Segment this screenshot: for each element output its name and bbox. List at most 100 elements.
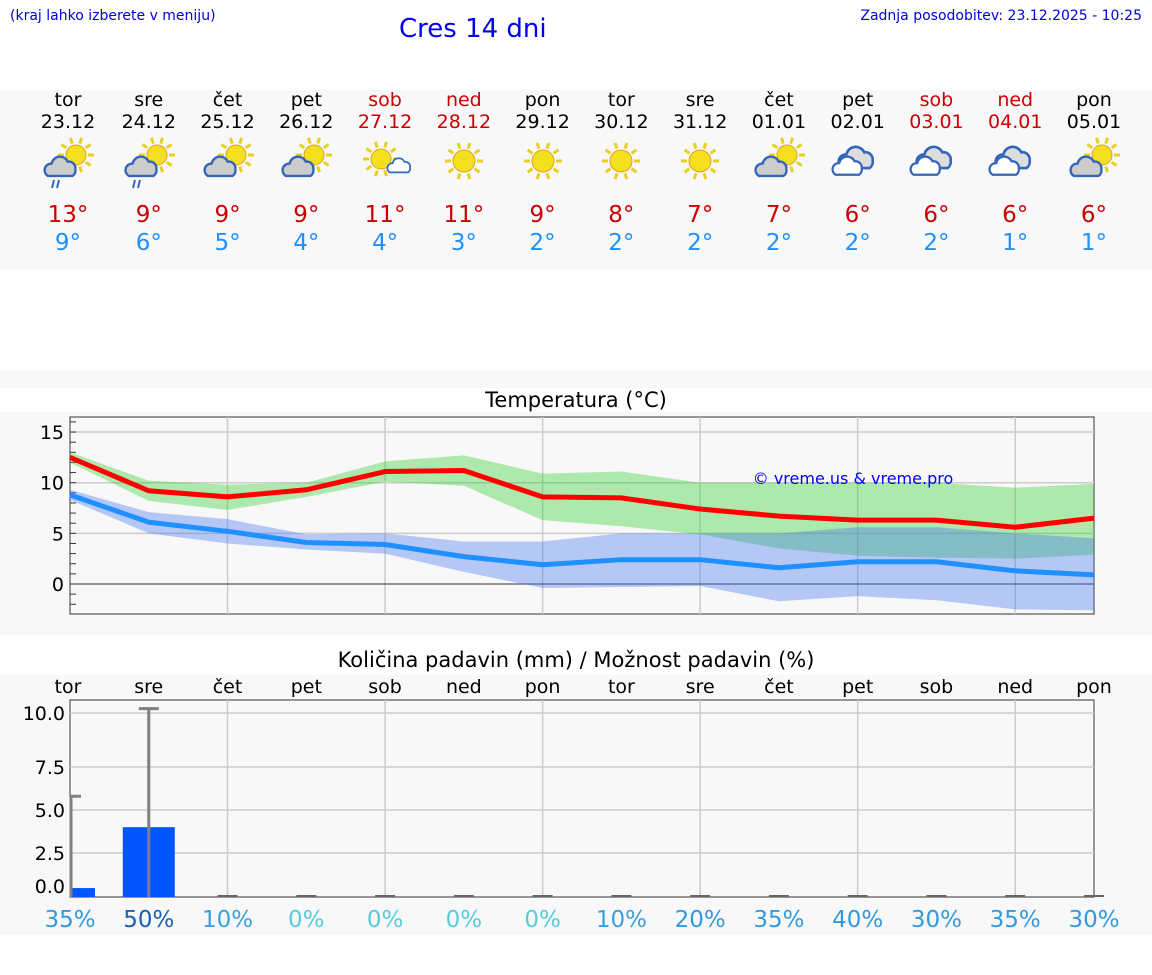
temp-min: 1° — [1002, 230, 1029, 256]
day-date: 27.12 — [357, 111, 413, 133]
x-tick-label: pon — [525, 676, 561, 698]
day-date: 31.12 — [672, 111, 728, 133]
day-column: pet 02.01 6° 2° — [818, 89, 898, 257]
day-name: tor — [607, 89, 635, 111]
precip-probability: 35% — [44, 907, 95, 933]
y-tick-label: 0 — [52, 574, 64, 596]
precip-probability: 30% — [1068, 907, 1119, 933]
temp-min: 9° — [54, 230, 82, 256]
temp-max: 8° — [608, 202, 635, 228]
plot-area — [69, 416, 1095, 615]
day-name: čet — [764, 89, 794, 111]
temp-max: 9° — [529, 202, 556, 228]
x-tick-label: ned — [997, 676, 1033, 698]
last-updated: Zadnja posodobitev: 23.12.2025 - 10:25 — [860, 8, 1142, 24]
temp-min: 2° — [923, 230, 950, 256]
temp-min: 4° — [293, 230, 320, 256]
precip-bar — [70, 888, 95, 897]
temp-min: 1° — [1080, 230, 1108, 256]
temp-min: 4° — [371, 230, 399, 256]
partly-cloudy-icon — [188, 133, 268, 189]
temp-max: 13° — [47, 202, 89, 228]
precip-probability: 35% — [753, 907, 804, 933]
x-tick-label: pon — [1076, 676, 1112, 698]
precip-probability: 10% — [596, 907, 647, 933]
sun-icon — [503, 133, 583, 189]
day-date: 05.01 — [1066, 111, 1122, 133]
precipitation-chart: 10.0 7.5 5.0 2.5 0.0 tor sre čet pet sob ned pon tor… — [23, 676, 1120, 933]
page-title: Cres 14 dni — [399, 14, 547, 44]
partly-cloudy-rain-icon — [28, 133, 108, 189]
temp-max: 6° — [1002, 202, 1029, 228]
day-date: 01.01 — [751, 111, 807, 133]
precip-probability: 40% — [832, 907, 883, 933]
temperature-chart: 15 10 5 0 © vreme.us & vreme.pro — [40, 416, 1095, 615]
max-temp-line — [69, 455, 1095, 530]
day-date: 30.12 — [594, 111, 649, 133]
day-column: pon 29.12 9° 2° — [503, 89, 583, 257]
watermark: © vreme.us & vreme.pro — [753, 469, 954, 488]
precip-probability: 0% — [288, 907, 325, 933]
temp-max: 9° — [135, 202, 162, 228]
temp-min: 2° — [687, 230, 714, 256]
temp-min: 5° — [214, 230, 241, 256]
day-date: 26.12 — [279, 111, 334, 133]
cloudy-icon — [896, 133, 976, 189]
day-column: sre 31.12 7° 2° — [660, 89, 740, 257]
cloudy-icon — [975, 133, 1055, 189]
day-date: 25.12 — [200, 111, 255, 133]
x-tick-label: pet — [291, 676, 322, 698]
day-date: 29.12 — [515, 111, 570, 133]
day-name: sre — [685, 89, 715, 111]
day-column: sre 24.12 9° 6° — [109, 89, 189, 257]
precip-probability: 20% — [675, 907, 726, 933]
sun-icon — [424, 133, 504, 189]
x-tick-label: čet — [213, 676, 243, 698]
day-column: tor 30.12 8° 2° — [581, 89, 661, 257]
day-name: sob — [919, 89, 954, 111]
x-tick-label: pet — [842, 676, 873, 698]
forecast-panel — [0, 90, 1152, 270]
day-column: pon 05.01 6° 1° — [1054, 89, 1134, 257]
day-name: sob — [368, 89, 402, 111]
x-tick-label: ned — [446, 676, 482, 698]
partly-cloudy-icon — [1054, 133, 1134, 189]
temp-min: 2° — [765, 230, 792, 256]
precip-probability: 0% — [367, 907, 404, 933]
cloudy-icon — [818, 133, 898, 189]
day-column: ned 04.01 6° 1° — [975, 89, 1055, 257]
day-date: 23.12 — [40, 111, 96, 133]
x-tick-label: tor — [55, 676, 82, 698]
sun-icon — [660, 133, 740, 189]
temp-min: 2° — [844, 230, 871, 256]
temp-max: 9° — [293, 202, 320, 228]
plot-area — [69, 699, 1095, 898]
temperature-chart-title: Temperatura (°C) — [0, 388, 1152, 412]
day-column: pet 26.12 9° 4° — [266, 89, 346, 257]
temp-min: 2° — [529, 230, 556, 256]
y-tick-label: 10.0 — [23, 703, 65, 725]
day-column: tor 23.12 13° 9° — [28, 89, 108, 257]
day-name: sre — [134, 89, 164, 111]
y-tick-label: 5 — [52, 523, 64, 545]
x-tick-label: tor — [608, 676, 635, 698]
temp-min: 3° — [450, 230, 477, 256]
temp-max: 11° — [364, 202, 406, 228]
x-tick-label: sre — [686, 676, 715, 698]
temp-max: 7° — [687, 202, 714, 228]
temp-max: 11° — [443, 202, 485, 228]
precip-probability: 10% — [202, 907, 253, 933]
min-range-band — [70, 489, 1094, 611]
partly-cloudy-rain-icon — [109, 133, 189, 189]
y-tick-label: 7.5 — [35, 757, 65, 779]
partly-cloudy-icon — [266, 133, 346, 189]
day-name: tor — [54, 89, 82, 111]
y-tick-label: 2.5 — [35, 843, 65, 865]
max-range-band — [70, 452, 1094, 559]
location-note: (kraj lahko izberete v meniju) — [10, 8, 216, 24]
day-column: čet 01.01 7° 2° — [739, 89, 819, 257]
day-column: sob 03.01 6° 2° — [896, 89, 976, 257]
day-name: čet — [212, 89, 243, 111]
temp-min: 6° — [135, 230, 162, 256]
x-tick-label: sob — [920, 676, 954, 698]
